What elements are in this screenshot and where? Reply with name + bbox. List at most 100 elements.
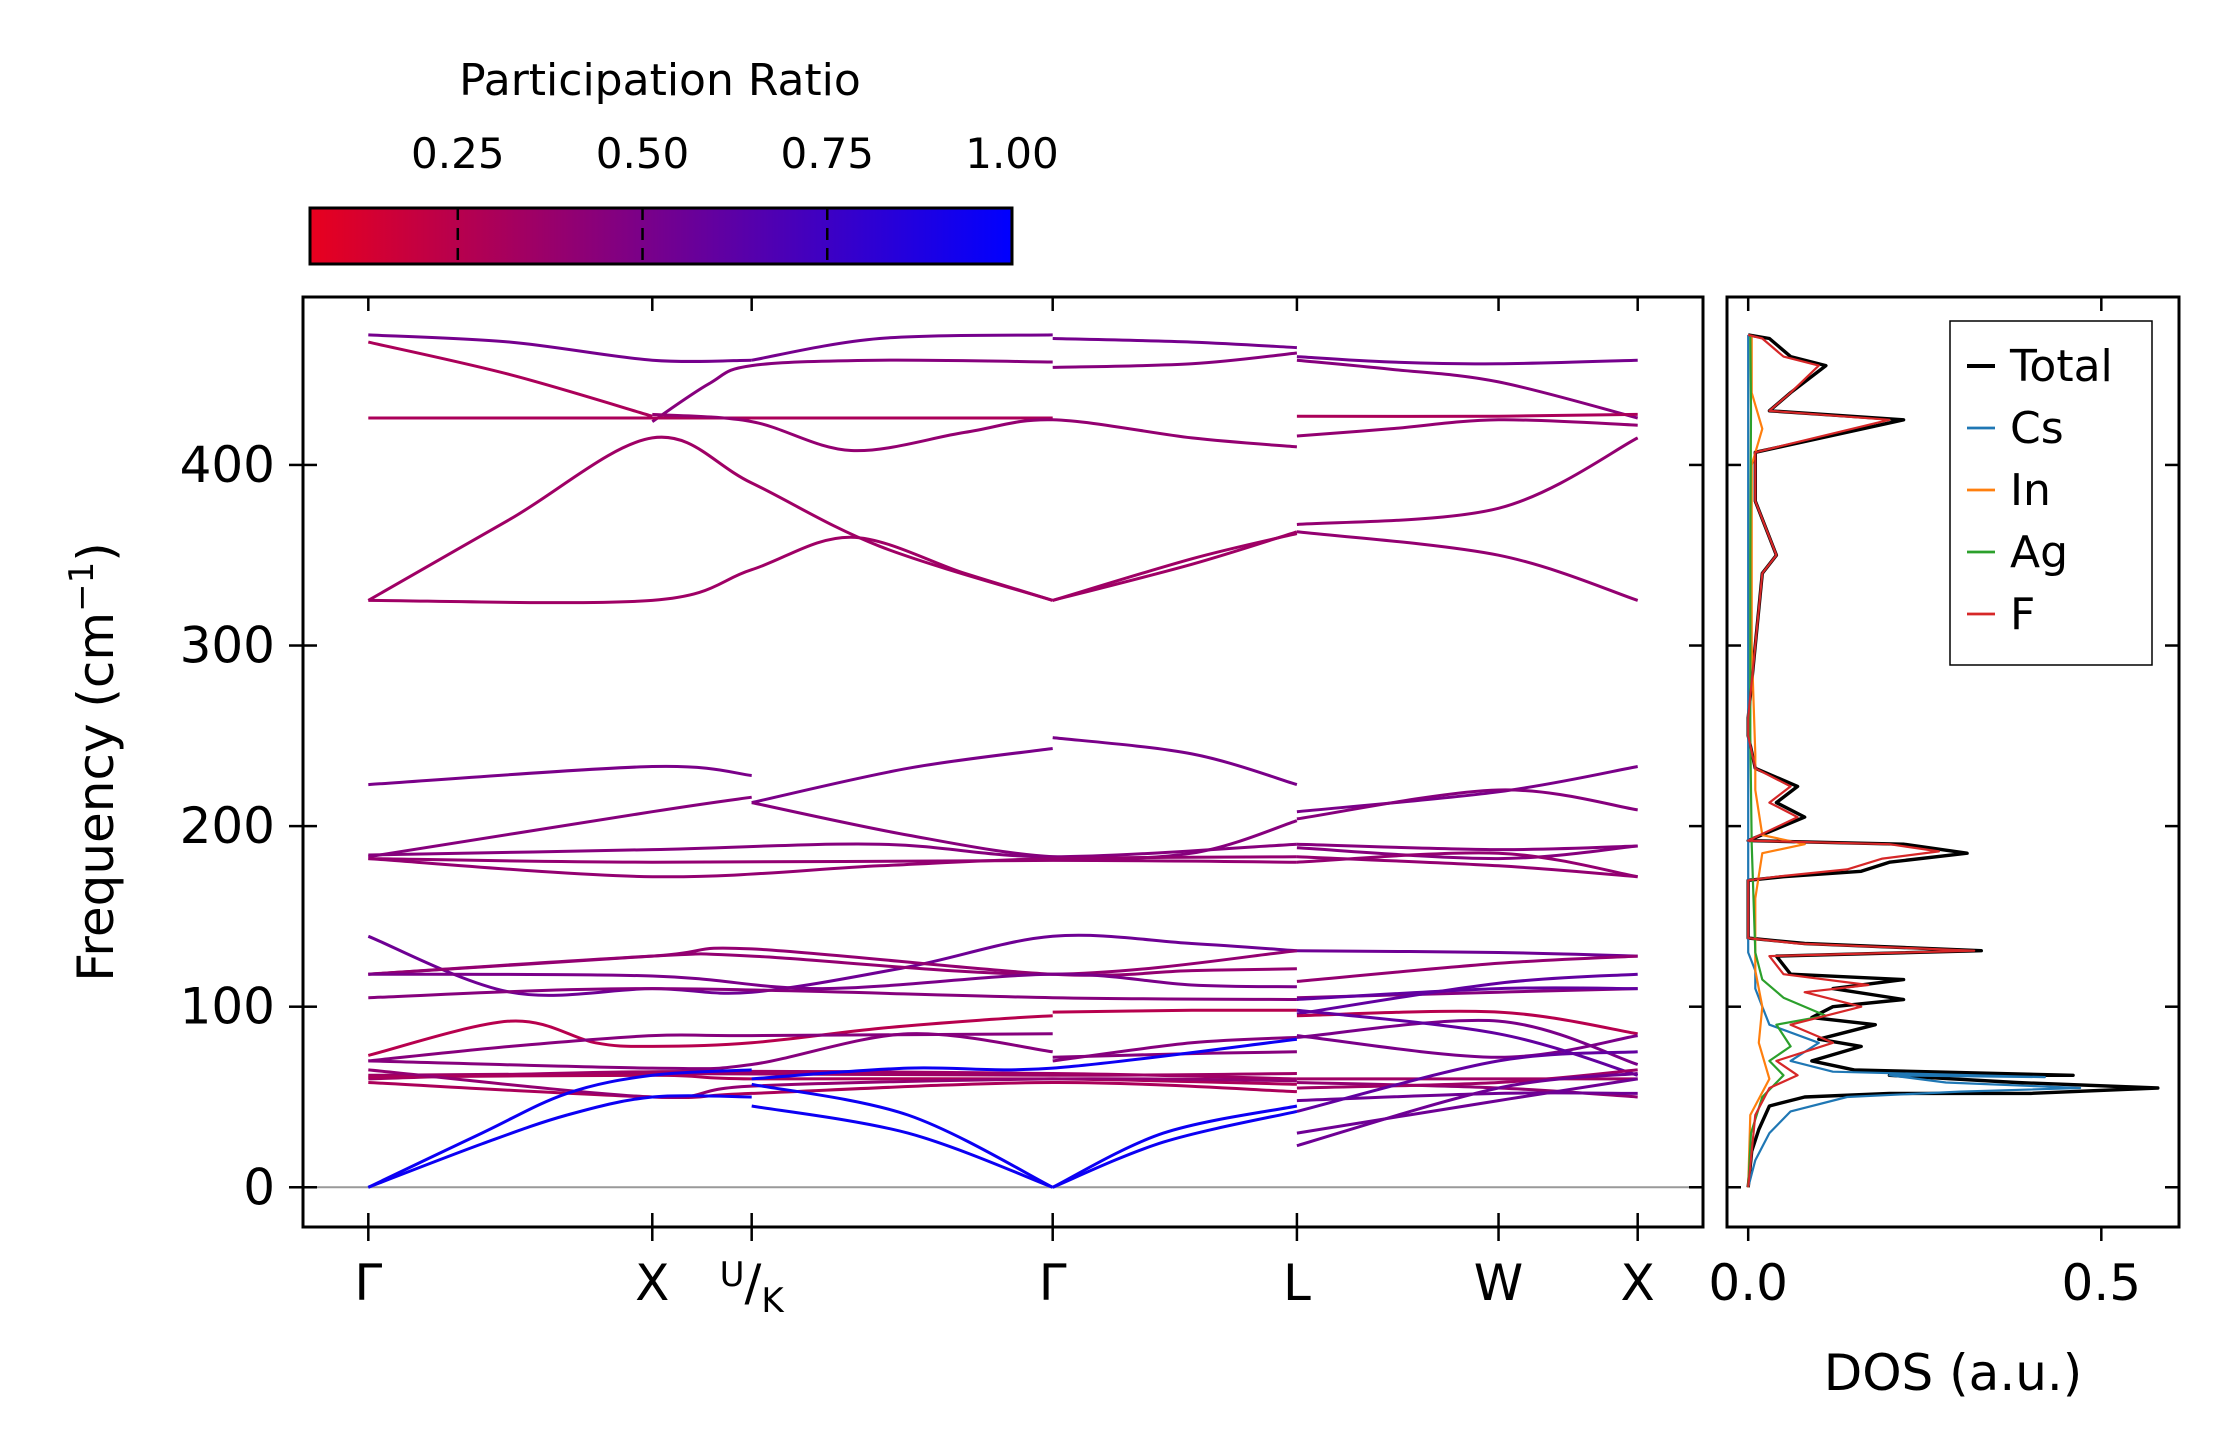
phonon-band: [1296, 842, 1638, 852]
phonon-band: [368, 842, 1297, 859]
y-tick-label: 300: [180, 617, 275, 675]
colorbar-tick-label: 0.75: [781, 129, 875, 178]
phonon-band: [368, 535, 1054, 605]
phonon-band: [1052, 1008, 1297, 1014]
kpoint-label: X: [1621, 1254, 1655, 1312]
legend-label: F: [2010, 589, 2035, 640]
phonon-band: [368, 1032, 1053, 1063]
phonon-band: [1296, 765, 1638, 814]
phonon-band: [1296, 358, 1639, 420]
colorbar-gradient: [308, 206, 1014, 266]
band-y-ticks: 0 100 200 300 400: [180, 436, 1703, 1216]
phonon-band: [1296, 1008, 1639, 1077]
phonon-band: [1052, 337, 1297, 350]
legend-frame: [1949, 320, 2153, 666]
phonon-band: [1296, 1018, 1639, 1066]
phonon-band: [1052, 1104, 1298, 1189]
phonon-band: [751, 1082, 1054, 1189]
y-axis-label: Frequency (cm−1): [62, 542, 125, 982]
band-lines: [367, 333, 1639, 1189]
dos-series-cs: [1747, 334, 2082, 1188]
phonon-band: [368, 1080, 1297, 1100]
dos-x-ticks: 0.0 0.5: [1708, 297, 2141, 1312]
phonon-band: [368, 987, 1297, 1001]
phonon-band: [1296, 954, 1638, 983]
colorbar-tick-label: 0.50: [596, 129, 690, 178]
y-tick-label: 0: [243, 1158, 275, 1216]
legend-items: Total Cs In Ag F: [1967, 341, 2113, 640]
phonon-band: [367, 435, 1054, 602]
phonon-band: [368, 795, 752, 859]
phonon-band: [1296, 1050, 1638, 1113]
phonon-band: [1052, 1109, 1298, 1189]
legend-label: Cs: [2010, 403, 2064, 454]
phonon-band: [367, 1094, 752, 1189]
band-structure-panel: 0 100 200 300 400 Γ X U/K Γ L W X Frequency (cm−1): [62, 295, 1705, 1321]
dos-plot-frame: [1725, 295, 2181, 1229]
colorbar-tick-label: 0.25: [411, 129, 505, 178]
phonon-band: [1296, 1072, 1638, 1148]
colorbar-tick-label: 1.00: [965, 129, 1059, 178]
dos-lines: [1746, 333, 2160, 1188]
phonon-band: [1296, 1068, 1638, 1090]
phonon-band: [1296, 1077, 1638, 1135]
kpoint-label-slash: /: [745, 1254, 762, 1312]
legend-label: Ag: [2010, 527, 2068, 578]
phonon-band: [1296, 986, 1638, 1001]
dos-x-axis-label: DOS (a.u.): [1824, 1344, 2083, 1402]
phonon-band: [652, 412, 1298, 453]
phonon-band: [1296, 1034, 1638, 1059]
legend-label: Total: [2009, 341, 2113, 392]
phonon-band: [751, 747, 1053, 805]
dos-x-tick-label: 0.5: [2062, 1254, 2142, 1312]
phonon-band: [1296, 844, 1638, 861]
dos-x-tick-label: 0.0: [1708, 1254, 1788, 1312]
y-axis-label-close: ): [67, 542, 125, 562]
phonon-band: [1052, 532, 1298, 602]
y-tick-label: 200: [180, 797, 275, 855]
phonon-band: [1296, 972, 1638, 1016]
colorbar-label: Participation Ratio: [459, 55, 861, 106]
phonon-band: [1296, 412, 1638, 418]
kpoint-label-sup: U: [720, 1255, 745, 1295]
phonon-band: [1296, 855, 1638, 879]
phonon-band: [1052, 1035, 1297, 1063]
kpoint-label-sub: K: [761, 1281, 785, 1321]
phonon-band: [368, 333, 752, 364]
phonon-band: [368, 855, 1297, 879]
kpoint-label: Γ: [354, 1254, 382, 1312]
colorbar: Participation Ratio 0.25 0.50 0.75 1.00: [308, 55, 1059, 266]
phonon-band: [651, 358, 1053, 423]
phonon-band: [368, 949, 1298, 976]
phonon-band: [367, 1014, 1053, 1057]
kpoint-label: Γ: [1039, 1254, 1067, 1312]
phonon-band: [1296, 418, 1638, 438]
dos-y-ticks: [1727, 463, 2179, 1189]
kpoint-label: L: [1283, 1254, 1311, 1312]
colorbar-ticks: 0.25 0.50 0.75 1.00: [411, 129, 1059, 264]
y-axis-label-main: Frequency (cm: [67, 612, 125, 982]
phonon-band: [751, 333, 1053, 362]
phonon-band: [1296, 530, 1639, 602]
phonon-band: [1052, 736, 1298, 787]
phonon-band: [367, 1068, 752, 1189]
phonon-band: [1052, 351, 1298, 369]
phonon-band: [751, 1037, 1298, 1081]
legend-label: In: [2010, 465, 2051, 516]
phonon-band: [751, 1104, 1054, 1189]
y-tick-label: 400: [180, 436, 275, 494]
phonon-band: [1296, 355, 1638, 366]
dos-panel: 0.0 0.5 DOS (a.u.) Total Cs In Ag F: [1708, 295, 2181, 1402]
band-x-ticks: Γ X U/K Γ L W X: [354, 297, 1655, 1321]
phonon-band: [1296, 788, 1638, 821]
dos-legend: Total Cs In Ag F: [1949, 320, 2153, 666]
phonon-band: [368, 857, 1297, 864]
phonon-band: [368, 1032, 1053, 1071]
phonon-band: [1296, 436, 1639, 526]
band-plot-frame: [301, 295, 1705, 1229]
phonon-band: [368, 972, 1297, 991]
y-axis-label-sup: −1: [62, 562, 102, 612]
kpoint-label: W: [1474, 1254, 1523, 1312]
kpoint-label: U/K: [720, 1254, 786, 1321]
phonon-band: [1296, 949, 1638, 958]
